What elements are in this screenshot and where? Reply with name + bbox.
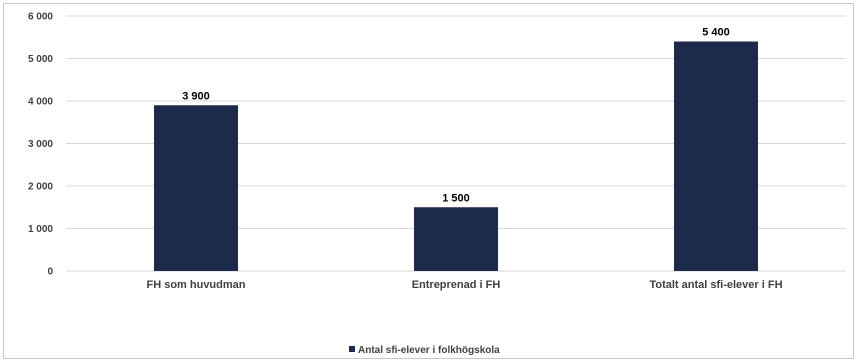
y-tick-label: 4 000 — [28, 97, 53, 108]
x-axis: FH som huvudman Entreprenad i FH Totalt an… — [146, 279, 782, 291]
data-label: 5 400 — [702, 27, 730, 39]
bar — [154, 105, 238, 271]
y-tick-label: 6 000 — [28, 12, 53, 23]
data-labels: 3 900 1 500 5 400 — [182, 27, 730, 205]
y-tick-label: 0 — [47, 267, 53, 278]
y-axis: 0 1 000 2 000 3 000 4 000 5 000 6 000 — [28, 12, 53, 278]
x-tick-label: Entreprenad i FH — [412, 279, 501, 291]
y-tick-label: 1 000 — [28, 224, 53, 235]
y-tick-label: 3 000 — [28, 139, 53, 150]
y-tick-label: 2 000 — [28, 182, 53, 193]
bars — [154, 41, 758, 271]
y-tick-label: 5 000 — [28, 54, 53, 65]
data-label: 1 500 — [442, 192, 470, 204]
legend-label: Antal sfi-elever i folkhögskola — [358, 345, 500, 356]
x-tick-label: Totalt antal sfi-elever i FH — [649, 279, 782, 291]
legend: Antal sfi-elever i folkhögskola — [349, 345, 500, 356]
data-label: 3 900 — [182, 90, 210, 102]
bar — [414, 207, 498, 271]
legend-swatch — [349, 346, 355, 352]
bar — [674, 41, 758, 271]
x-tick-label: FH som huvudman — [146, 279, 245, 291]
